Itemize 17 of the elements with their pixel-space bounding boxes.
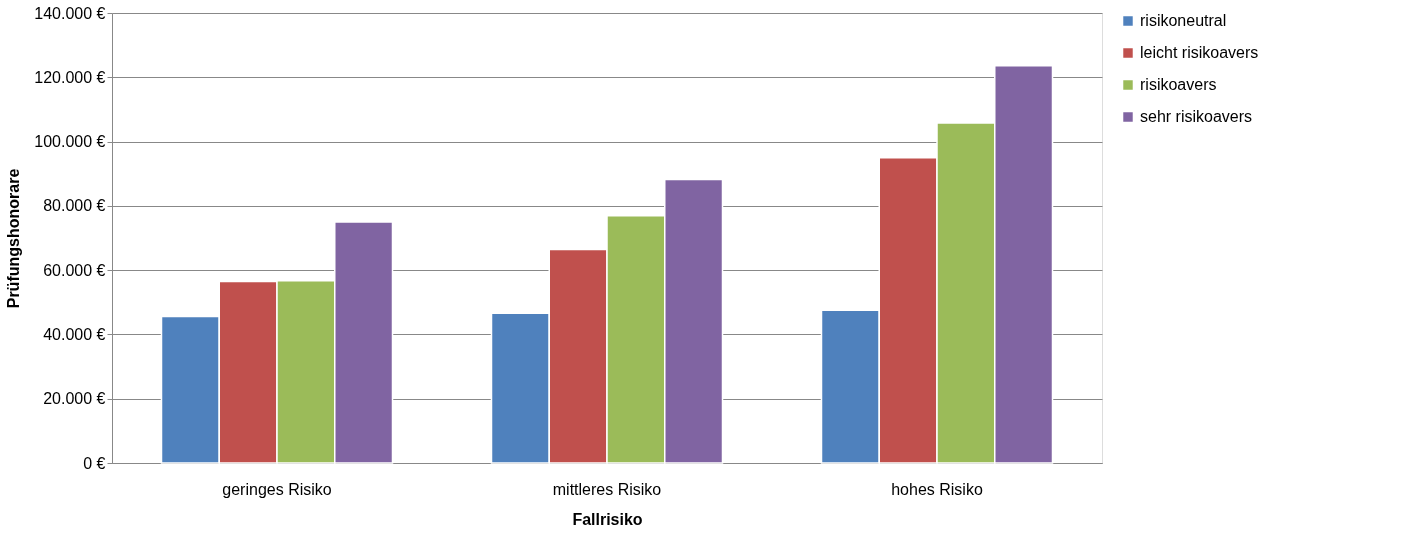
legend-label: sehr risikoavers (1140, 108, 1253, 125)
legend-label: risikoneutral (1140, 12, 1227, 29)
y-tick-label: 140.000 € (34, 4, 106, 22)
y-tick-label: 60.000 € (43, 261, 106, 279)
y-tick-label: 40.000 € (43, 325, 106, 343)
y-tick-label: 100.000 € (34, 133, 106, 151)
legend-label: leicht risikoavers (1140, 44, 1259, 61)
y-axis-title: Prüfungshonorare (5, 168, 23, 309)
y-tick-label: 0 € (83, 454, 106, 472)
x-tick-label: hohes Risiko (891, 480, 983, 498)
y-tick-label: 120.000 € (34, 68, 106, 86)
y-tick-label: 80.000 € (43, 197, 106, 215)
y-tick-label: 20.000 € (43, 390, 106, 408)
x-tick-label: geringes Risiko (222, 480, 332, 498)
x-tick-label: mittleres Risiko (552, 480, 662, 498)
x-axis-title: Fallrisiko (572, 510, 643, 528)
legend-label: risikoavers (1140, 76, 1217, 93)
